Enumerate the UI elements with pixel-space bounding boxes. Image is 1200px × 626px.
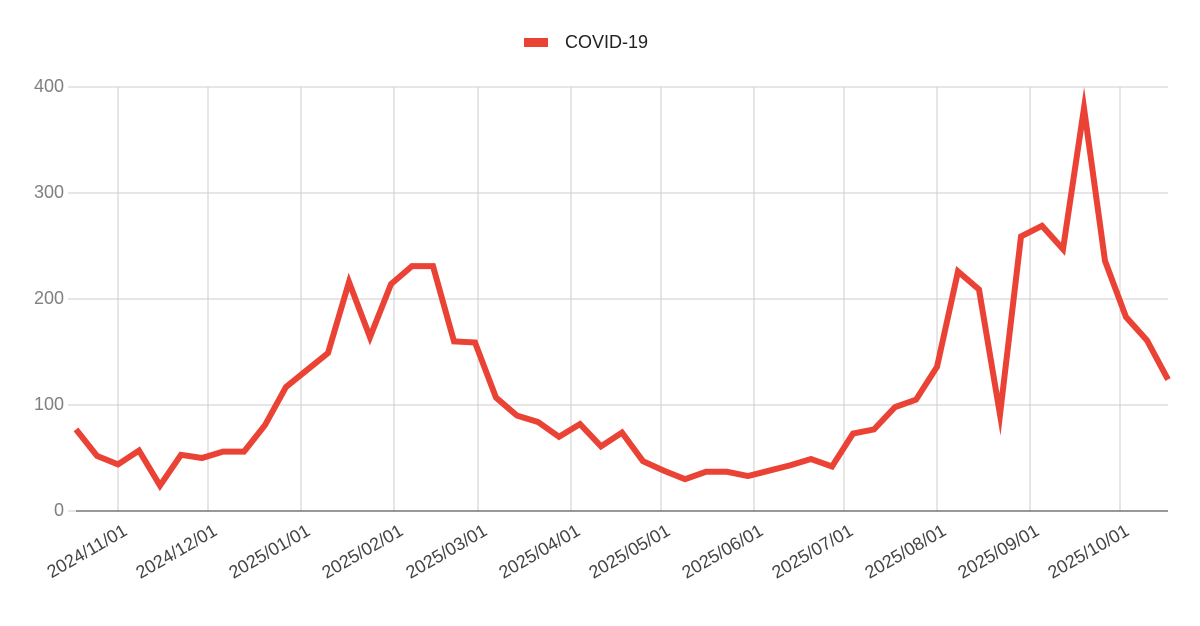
x-tick-label: 2025/10/01 bbox=[1044, 520, 1132, 582]
x-tick-label: 2025/05/01 bbox=[585, 520, 673, 582]
y-tick-label: 200 bbox=[34, 288, 64, 308]
legend-label: COVID-19 bbox=[565, 32, 648, 52]
y-tick-label: 0 bbox=[54, 500, 64, 520]
y-tick-label: 100 bbox=[34, 394, 64, 414]
x-tick-label: 2025/07/01 bbox=[768, 520, 856, 582]
y-tick-label: 300 bbox=[34, 182, 64, 202]
y-tick-label: 400 bbox=[34, 76, 64, 96]
x-tick-label: 2025/02/01 bbox=[318, 520, 406, 582]
x-tick-label: 2025/06/01 bbox=[678, 520, 766, 582]
x-tick-label: 2024/12/01 bbox=[132, 520, 220, 582]
x-tick-label: 2025/03/01 bbox=[402, 520, 490, 582]
x-tick-label: 2025/04/01 bbox=[495, 520, 583, 582]
x-tick-label: 2025/08/01 bbox=[861, 520, 949, 582]
x-tick-label: 2025/01/01 bbox=[225, 520, 313, 582]
data-line bbox=[73, 87, 1171, 492]
legend-swatch bbox=[524, 38, 548, 47]
x-tick-label: 2024/11/01 bbox=[44, 520, 131, 582]
x-tick-label: 2025/09/01 bbox=[954, 520, 1042, 582]
